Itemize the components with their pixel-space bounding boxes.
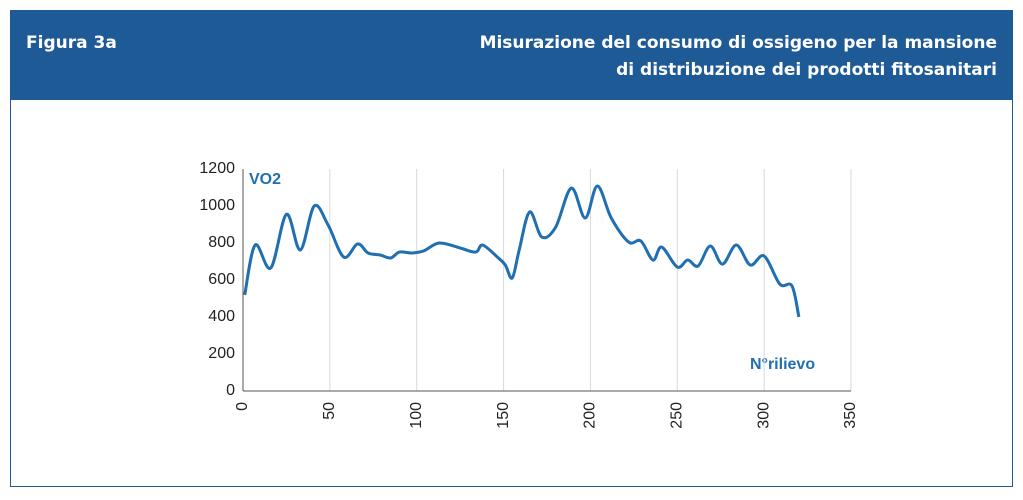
y-tick-label: 0	[226, 382, 235, 399]
y-tick-label: 200	[208, 345, 235, 362]
y-tick-label: 1200	[199, 160, 235, 177]
y-tick-label: 600	[208, 271, 235, 288]
y-axis-label: VO2	[249, 171, 281, 188]
x-tick-label: 100	[408, 402, 425, 429]
x-axis-label: N°rilievo	[750, 356, 815, 373]
x-tick-label: 200	[582, 402, 599, 429]
y-tick-label: 400	[208, 308, 235, 325]
header-bar	[10, 10, 1013, 100]
x-tick-label: 0	[234, 402, 251, 411]
y-tick-label: 1000	[199, 197, 235, 214]
x-tick-label: 250	[669, 402, 686, 429]
x-tick-label: 150	[495, 402, 512, 429]
x-tick-label: 350	[842, 402, 859, 429]
figure-label: Figura 3a	[26, 33, 117, 53]
figure-title: Misurazione del consumo di ossigeno per …	[480, 33, 997, 53]
figure-title: di distribuzione dei prodotti fitosanita…	[616, 60, 997, 80]
data-line	[243, 184, 801, 318]
x-tick-label: 300	[755, 402, 772, 429]
y-tick-label: 800	[208, 234, 235, 251]
x-tick-label: 50	[321, 402, 338, 420]
